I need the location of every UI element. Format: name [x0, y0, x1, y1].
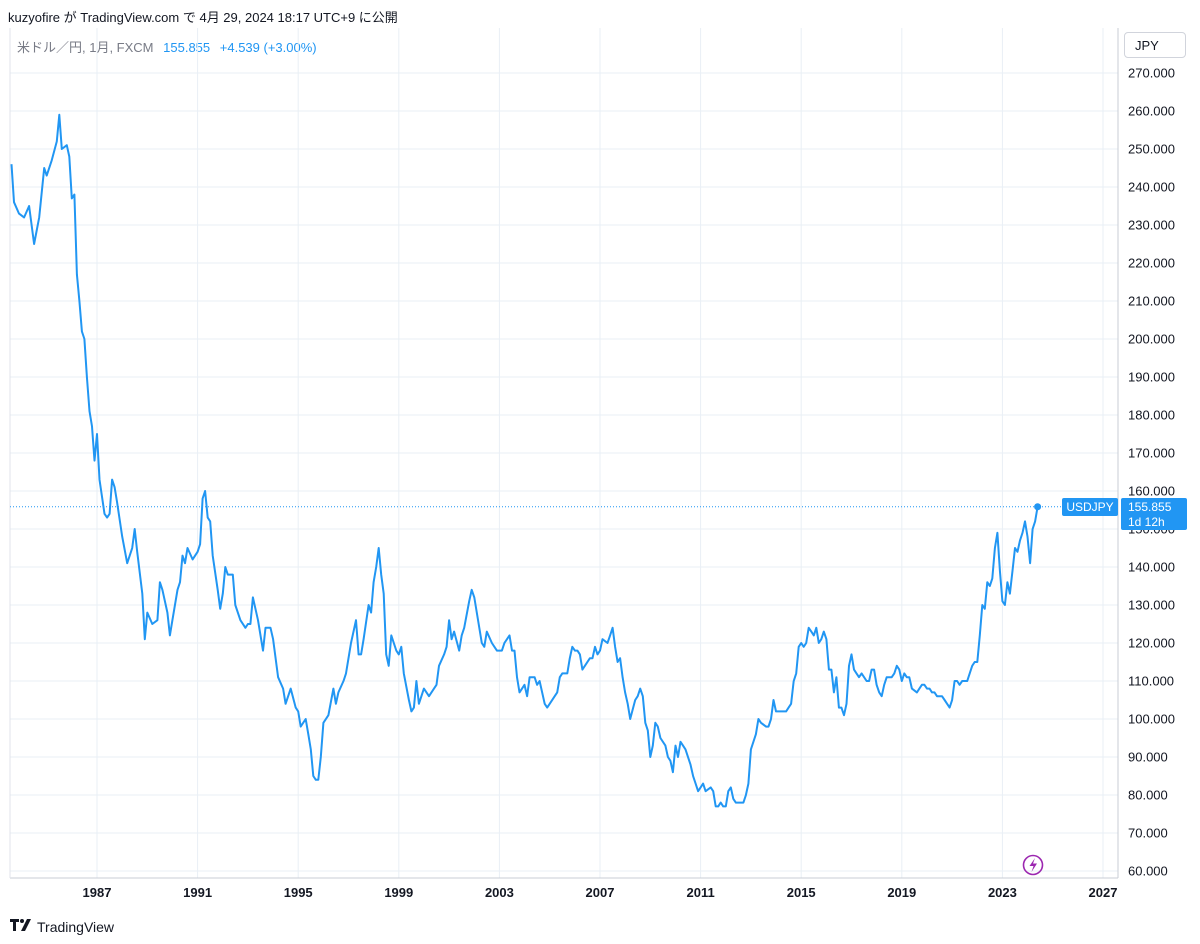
tradingview-logo-icon — [10, 918, 32, 935]
x-tick-label: 1995 — [284, 885, 313, 900]
y-tick-label: 260.000 — [1128, 104, 1175, 119]
last-value: 155.855 — [163, 40, 211, 55]
y-tick-label: 90.000 — [1128, 750, 1168, 765]
x-tick-label: 2011 — [686, 885, 714, 900]
y-tick-label: 120.000 — [1128, 636, 1175, 651]
grid — [10, 28, 1118, 878]
last-price-dot — [1034, 503, 1042, 511]
x-tick-label: 2003 — [485, 885, 514, 900]
y-tick-label: 190.000 — [1128, 370, 1175, 385]
x-tick-label: 2007 — [586, 885, 615, 900]
brand-name: TradingView — [37, 918, 115, 935]
price-change: +4.539 (+3.00%) — [219, 40, 317, 55]
x-tick-label: 2015 — [787, 885, 816, 900]
time-axis[interactable]: 1987 1991 1995 1999 2003 2007 2011 2015 2019 2023… — [83, 885, 1118, 900]
x-tick-label: 1999 — [384, 885, 413, 900]
y-tick-label: 100.000 — [1128, 712, 1175, 727]
y-tick-label: 70.000 — [1128, 826, 1168, 841]
y-tick-label: 130.000 — [1128, 598, 1175, 613]
price-tag — [1121, 498, 1187, 530]
y-tick-label: 180.000 — [1128, 408, 1175, 423]
y-tick-label: 210.000 — [1128, 294, 1175, 309]
x-tick-label: 2023 — [988, 885, 1017, 900]
y-tick-label: 270.000 — [1128, 66, 1175, 81]
y-tick-label: 240.000 — [1128, 180, 1175, 195]
brand-footer[interactable]: TradingView — [10, 918, 114, 935]
price-tag-countdown: 1d 12h — [1128, 515, 1165, 529]
series-line-usdjpy — [10, 113, 1039, 808]
symbol-label: 米ドル／円, 1月, FXCM — [17, 40, 154, 55]
y-tick-label: 60.000 — [1128, 864, 1168, 879]
symbol-legend: 米ドル／円, 1月, FXCM 155.855 +4.539 (+3.00%) — [17, 37, 317, 56]
snapshot-icon[interactable] — [1022, 854, 1044, 876]
x-tick-label: 1987 — [83, 885, 112, 900]
y-tick-label: 170.000 — [1128, 446, 1175, 461]
ticker-tag-text: USDJPY — [1066, 500, 1113, 514]
y-tick-label: 200.000 — [1128, 332, 1175, 347]
price-label: USDJPY 155.855 1d 12h — [1062, 498, 1187, 530]
x-tick-label: 2027 — [1089, 885, 1118, 900]
price-axis[interactable]: 270.000 260.000 250.000 240.000 230.000 220.0… — [1128, 66, 1175, 879]
y-tick-label: 230.000 — [1128, 218, 1175, 233]
published-line: kuzyofire が TradingView.com で 4月 29, 202… — [8, 10, 398, 25]
y-tick-label: 220.000 — [1128, 256, 1175, 271]
price-tag-value: 155.855 — [1128, 500, 1172, 514]
y-tick-label: 160.000 — [1128, 484, 1175, 499]
x-tick-label: 1991 — [183, 885, 212, 900]
y-tick-label: 110.000 — [1128, 674, 1174, 689]
currency-button[interactable]: JPY — [1124, 32, 1186, 58]
y-tick-label: 80.000 — [1128, 788, 1168, 803]
y-tick-label: 250.000 — [1128, 142, 1175, 157]
ticker-tag — [1062, 498, 1118, 516]
y-tick-label: 140.000 — [1128, 560, 1175, 575]
x-tick-label: 2019 — [887, 885, 916, 900]
